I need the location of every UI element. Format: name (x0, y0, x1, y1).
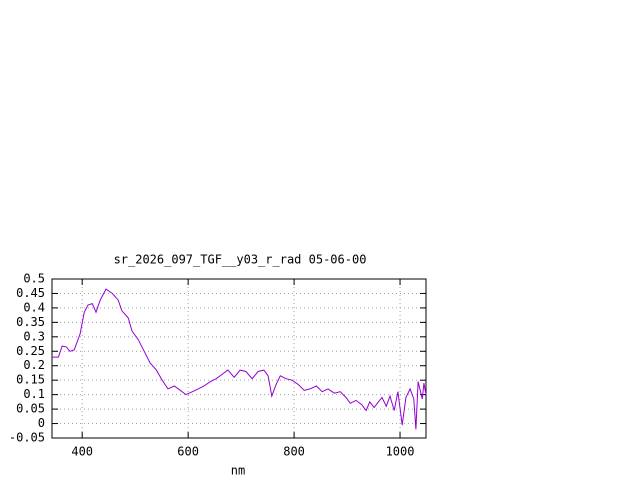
x-axis-label: nm (231, 464, 245, 478)
chart-title: sr_2026_097_TGF__y03_r_rad 05-06-00 (114, 253, 367, 267)
y-tick-label: 0.2 (23, 358, 45, 372)
y-tick-label: 0.15 (16, 373, 45, 387)
y-tick-label: 0.3 (23, 329, 45, 343)
y-tick-label: 0.25 (16, 344, 45, 358)
y-tick-label: -0.05 (9, 431, 45, 445)
y-tick-label: 0.5 (23, 272, 45, 286)
data-line (52, 288, 427, 430)
x-tick-label: 600 (177, 445, 199, 459)
y-tick-label: 0.05 (16, 402, 45, 416)
x-tick-label: 800 (283, 445, 305, 459)
y-tick-label: 0.1 (23, 387, 45, 401)
y-tick-label: 0.4 (23, 300, 45, 314)
y-tick-label: 0.35 (16, 315, 45, 329)
plot-border (51, 278, 427, 439)
y-tick-label: 0.45 (16, 286, 45, 300)
y-tick-label: 0 (38, 416, 45, 430)
x-tick-label: 400 (71, 445, 93, 459)
x-tick-label: 1000 (386, 445, 415, 459)
